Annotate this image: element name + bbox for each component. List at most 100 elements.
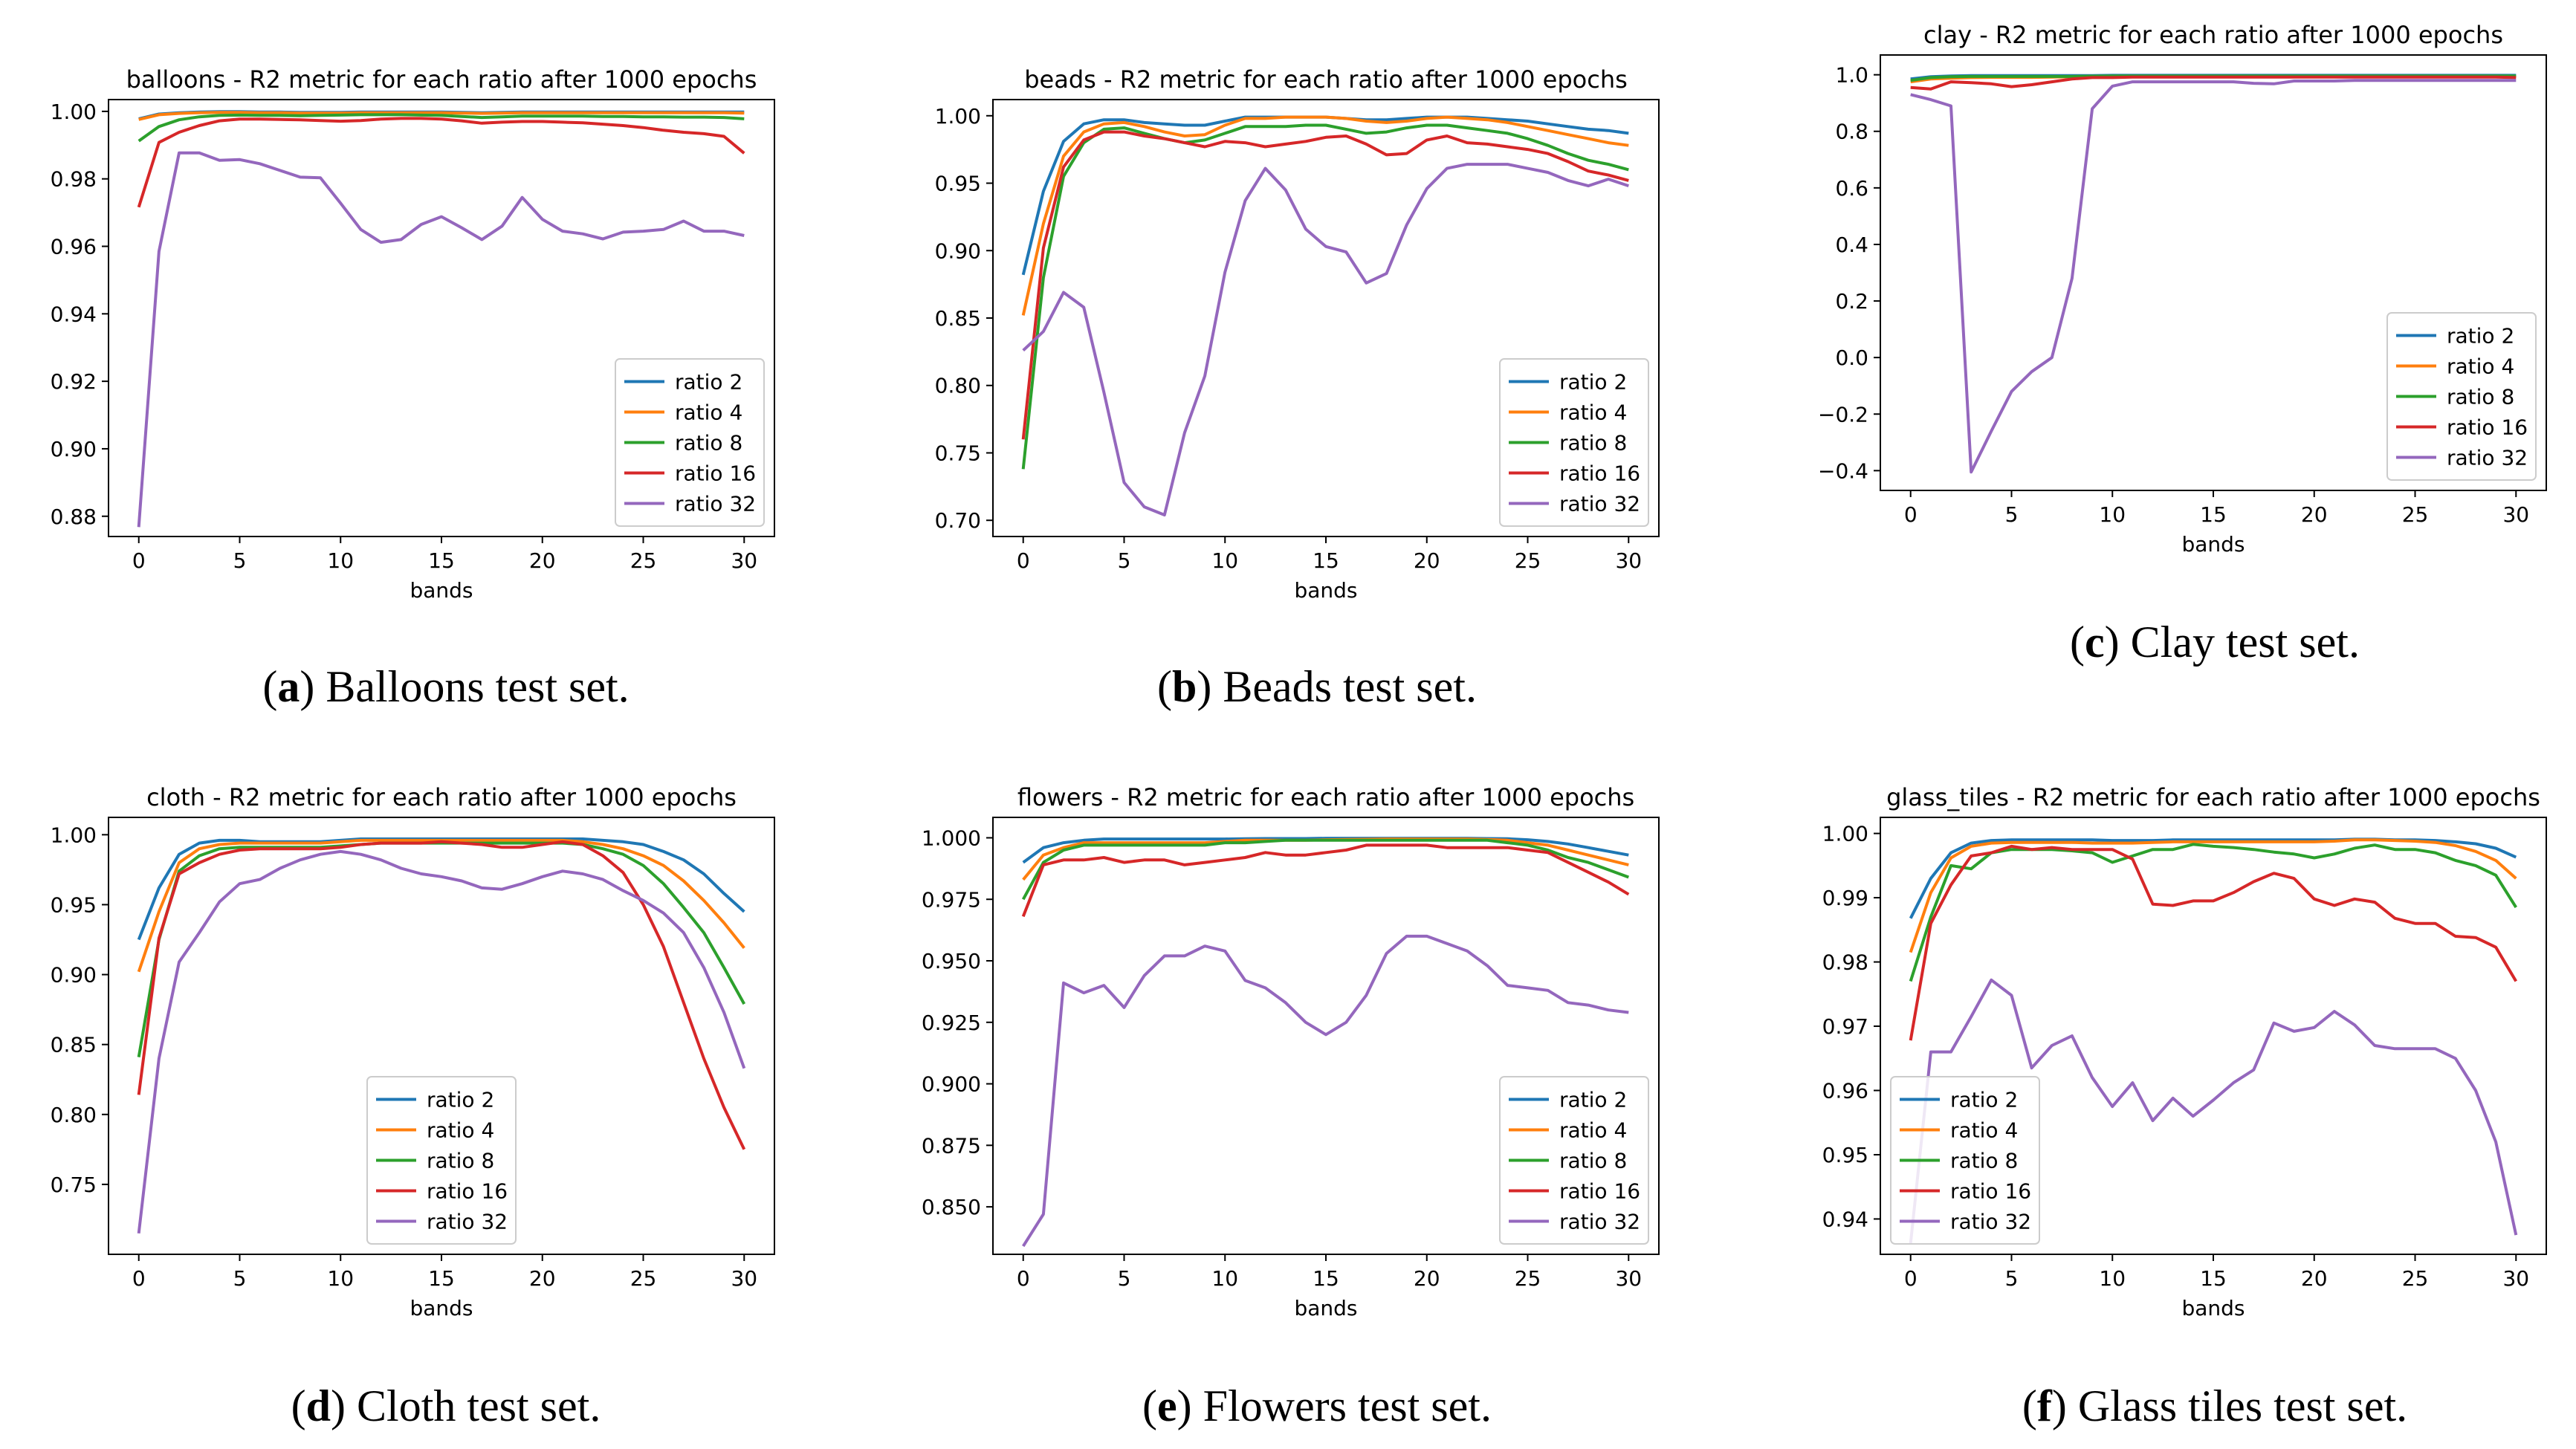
legend-label: ratio 32 [2447, 446, 2528, 470]
y-tick-label: 0.90 [51, 437, 97, 461]
x-tick-label: 10 [1211, 548, 1238, 573]
legend-label: ratio 4 [2447, 354, 2514, 379]
legend-box [2386, 312, 2537, 481]
x-tick-label: 30 [1615, 548, 1642, 573]
y-tick-label: 0.95 [1822, 1143, 1868, 1167]
x-tick-label: 5 [1118, 548, 1131, 573]
x-tick-label: 5 [1118, 1266, 1131, 1291]
y-tick-label: 0.98 [51, 167, 97, 192]
panel-balloons: balloons - R2 metric for each ratio afte… [51, 65, 775, 603]
legend-label: ratio 2 [1559, 1088, 1627, 1112]
legend-box [615, 358, 765, 527]
x-tick-label: 5 [233, 548, 247, 573]
legend-label: ratio 4 [675, 401, 742, 425]
y-tick-label: 0.75 [51, 1173, 97, 1197]
caption-f: (f) Glass tiles test set. [2022, 1381, 2407, 1430]
legend-label: ratio 8 [427, 1149, 494, 1173]
legend-label: ratio 32 [675, 492, 756, 516]
y-tick-label: 0.90 [935, 239, 981, 263]
legend-label: ratio 8 [2447, 385, 2514, 409]
y-tick-label: 1.000 [922, 826, 981, 850]
x-axis-label: bands [1294, 578, 1357, 603]
y-tick-label: −0.4 [1818, 458, 1868, 483]
y-tick-label: 0.88 [51, 505, 97, 529]
legend: ratio 2 ratio 4 ratio 8 ratio 16 ratio 32 [615, 358, 765, 527]
x-axis-label: bands [2181, 1296, 2245, 1320]
legend-label: ratio 4 [427, 1118, 494, 1143]
series-line [1021, 130, 1629, 440]
series-line [138, 111, 745, 121]
y-tick-label: 0.92 [51, 369, 97, 394]
legend-label: ratio 32 [1950, 1210, 2031, 1234]
caption-b: (b) Beads test set. [1157, 662, 1477, 711]
x-tick-label: 0 [132, 548, 146, 573]
panel-beads: beads - R2 metric for each ratio after 1… [935, 65, 1660, 603]
series-line [1022, 163, 1629, 516]
x-tick-label: 20 [1414, 548, 1440, 573]
y-tick-label: 1.00 [1822, 822, 1868, 846]
legend-box [1499, 358, 1649, 527]
x-axis-label: bands [410, 578, 473, 603]
x-tick-label: 15 [2200, 502, 2227, 527]
x-axis-label: bands [2181, 532, 2245, 557]
y-tick-label: −0.2 [1818, 402, 1868, 427]
x-tick-label: 30 [1615, 1266, 1642, 1291]
legend-label: ratio 16 [1950, 1179, 2031, 1204]
x-tick-label: 0 [1904, 1266, 1918, 1291]
series-line [137, 840, 746, 1150]
x-tick-label: 0 [132, 1266, 146, 1291]
y-tick-label: 0.95 [51, 892, 97, 917]
y-tick-label: 0.96 [51, 235, 97, 259]
legend-label: ratio 2 [1950, 1088, 2018, 1112]
y-tick-label: 0.94 [1822, 1207, 1868, 1231]
y-tick-label: 0.98 [1822, 950, 1868, 975]
legend: ratio 2 ratio 4 ratio 8 ratio 16 ratio 32 [366, 1076, 517, 1245]
legend: ratio 2 ratio 4 ratio 8 ratio 16 ratio 32 [1499, 1076, 1649, 1245]
panel-glass-tiles: glass_tiles - R2 metric for each ratio a… [1822, 783, 2547, 1320]
y-tick-label: 1.00 [51, 100, 97, 124]
x-tick-label: 10 [2099, 502, 2126, 527]
legend-label: ratio 16 [427, 1179, 508, 1204]
legend-box [366, 1076, 517, 1245]
x-tick-label: 15 [1313, 548, 1339, 573]
y-tick-label: 0.975 [922, 887, 981, 912]
legend-label: ratio 16 [1559, 1179, 1640, 1204]
x-tick-label: 15 [2200, 1266, 2227, 1291]
legend-label: ratio 8 [1950, 1149, 2018, 1173]
y-tick-label: 0.4 [1835, 233, 1868, 257]
caption-e: (e) Flowers test set. [1142, 1381, 1492, 1430]
y-tick-label: 0.80 [51, 1103, 97, 1127]
panel-flowers: flowers - R2 metric for each ratio after… [922, 783, 1660, 1320]
y-tick-label: 1.00 [935, 104, 981, 129]
x-tick-label: 20 [529, 548, 556, 573]
x-tick-label: 25 [1515, 1266, 1541, 1291]
y-tick-label: 0.70 [935, 508, 981, 533]
legend-box [1499, 1076, 1649, 1245]
x-tick-label: 10 [327, 1266, 354, 1291]
chart-title: beads - R2 metric for each ratio after 1… [1024, 65, 1628, 94]
chart-title: glass_tiles - R2 metric for each ratio a… [1886, 783, 2540, 811]
y-tick-label: 0.8 [1835, 120, 1868, 144]
series-line [1021, 843, 1630, 918]
series-line [1910, 75, 2517, 91]
y-tick-label: 0.900 [922, 1072, 981, 1097]
caption-d: (d) Cloth test set. [291, 1381, 601, 1430]
x-tick-label: 15 [428, 548, 455, 573]
x-tick-label: 0 [1017, 548, 1030, 573]
x-tick-label: 30 [731, 1266, 757, 1291]
y-tick-label: 0.95 [935, 172, 981, 196]
x-tick-label: 0 [1904, 502, 1918, 527]
x-tick-label: 5 [2005, 1266, 2019, 1291]
y-tick-label: 0.925 [922, 1011, 981, 1035]
y-tick-label: 1.00 [51, 823, 97, 847]
chart-title: clay - R2 metric for each ratio after 10… [1923, 21, 2503, 49]
series-line [137, 849, 746, 1234]
legend-label: ratio 2 [2447, 324, 2514, 349]
y-tick-label: 0.96 [1822, 1079, 1868, 1103]
y-tick-label: 0.0 [1835, 346, 1868, 370]
chart-title: flowers - R2 metric for each ratio after… [1017, 783, 1634, 811]
legend-label: ratio 16 [1559, 461, 1640, 486]
x-tick-label: 0 [1017, 1266, 1030, 1291]
legend-box [1890, 1076, 2040, 1245]
